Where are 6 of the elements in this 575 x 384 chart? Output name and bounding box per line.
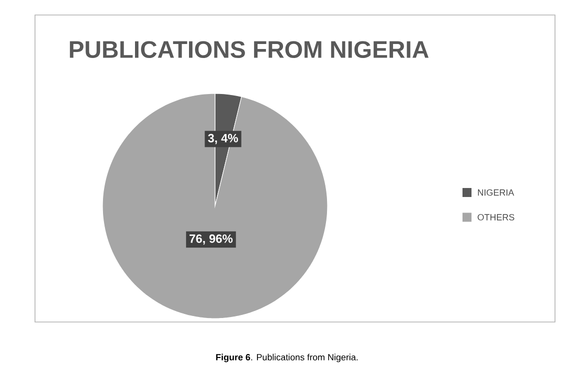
text: Figure 6. Publications from Nigeria. xyxy=(216,354,358,362)
data-label: 3, 4% xyxy=(208,134,238,144)
legend-label: OTHERS xyxy=(478,214,514,220)
data-label: 76, 96% xyxy=(190,234,233,245)
legend-label: NIGERIA xyxy=(478,189,514,196)
chart-title: PUBLICATIONS FROM NIGERIA xyxy=(70,41,429,58)
